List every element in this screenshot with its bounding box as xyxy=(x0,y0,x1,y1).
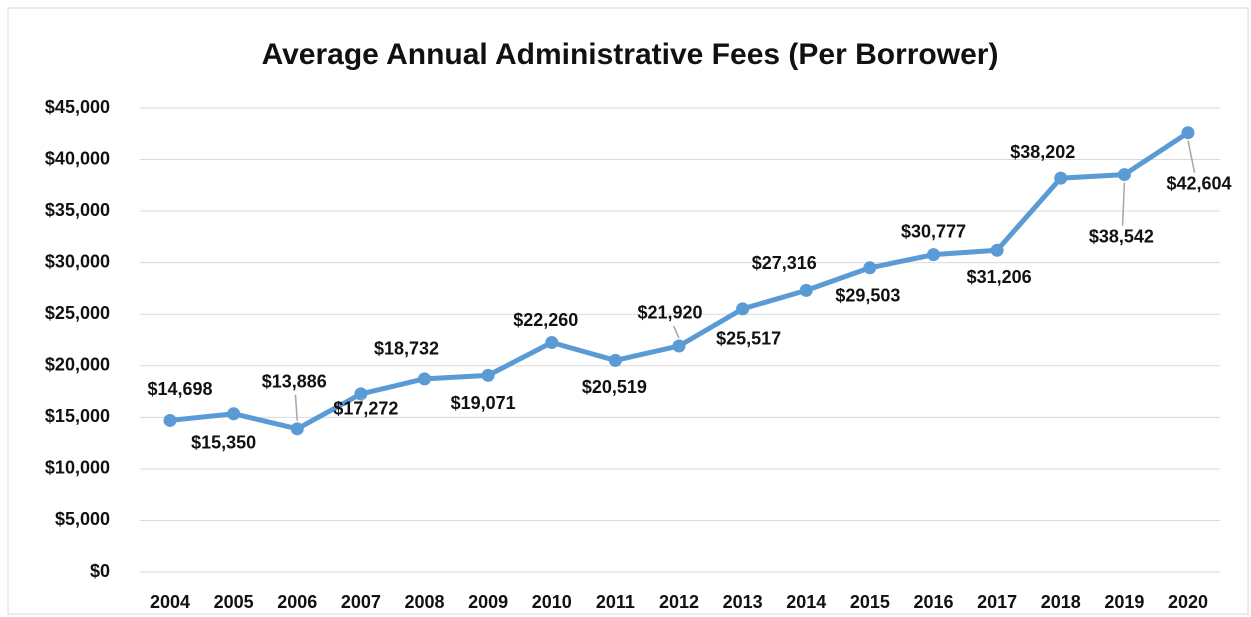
x-tick-label: 2005 xyxy=(214,592,254,612)
point xyxy=(290,422,304,436)
x-tick-label: 2011 xyxy=(596,592,635,612)
y-tick-label: $0 xyxy=(90,561,110,581)
leader-line xyxy=(360,397,365,403)
y-tick-label: $40,000 xyxy=(45,148,110,168)
x-tick-label: 2016 xyxy=(913,592,953,612)
chart-border xyxy=(7,7,1249,615)
data-label: $17,272 xyxy=(333,399,398,419)
x-tick-label: 2010 xyxy=(532,592,572,612)
data-label: $18,732 xyxy=(374,339,439,359)
leader-line xyxy=(294,394,298,421)
data-label: $13,886 xyxy=(262,372,327,392)
leader-line xyxy=(1121,182,1126,226)
x-tick-label: 2018 xyxy=(1041,592,1081,612)
x-tick-label: 2009 xyxy=(468,592,508,612)
point xyxy=(990,243,1004,257)
data-label: $14,698 xyxy=(147,379,212,399)
data-label: $19,071 xyxy=(451,393,516,413)
point xyxy=(799,283,813,297)
y-tick-label: $15,000 xyxy=(45,406,110,426)
x-tick-label: 2020 xyxy=(1168,592,1208,612)
data-label: $38,202 xyxy=(1010,142,1075,162)
chart-title: Average Annual Administrative Fees (Per … xyxy=(262,38,999,71)
point xyxy=(163,413,177,427)
point xyxy=(608,353,622,367)
x-tick-label: 2015 xyxy=(850,592,890,612)
point xyxy=(736,302,750,316)
y-tick-label: $20,000 xyxy=(45,355,110,375)
point xyxy=(1181,126,1195,140)
point xyxy=(481,368,495,382)
point xyxy=(927,248,940,262)
x-tick-label: 2006 xyxy=(277,592,317,612)
point xyxy=(1117,168,1131,182)
data-label: $22,260 xyxy=(513,310,578,330)
data-label: $31,206 xyxy=(967,267,1032,287)
point xyxy=(227,407,241,421)
point xyxy=(418,372,431,386)
data-label: $15,350 xyxy=(191,432,256,452)
y-tick-label: $30,000 xyxy=(45,251,110,271)
y-tick-label: $35,000 xyxy=(45,200,110,220)
data-label: $29,503 xyxy=(835,286,900,306)
x-tick-label: 2017 xyxy=(977,592,1017,612)
leader-line xyxy=(672,325,680,339)
point xyxy=(545,335,559,349)
y-tick-label: $10,000 xyxy=(45,458,110,478)
point xyxy=(1054,171,1068,185)
y-tick-label: $5,000 xyxy=(55,509,110,529)
data-label: $27,316 xyxy=(752,253,817,273)
data-label: $20,519 xyxy=(582,377,647,397)
x-tick-label: 2004 xyxy=(150,592,190,612)
leader-line xyxy=(1187,140,1196,173)
point xyxy=(863,261,877,275)
x-tick-label: 2007 xyxy=(341,592,381,612)
data-label: $30,777 xyxy=(901,221,966,241)
x-tick-label: 2012 xyxy=(659,592,699,612)
y-tick-label: $45,000 xyxy=(45,97,110,117)
y-tick-label: $25,000 xyxy=(45,303,110,323)
data-label: $25,517 xyxy=(716,329,781,349)
data-label: $38,542 xyxy=(1089,226,1154,246)
x-tick-label: 2019 xyxy=(1104,592,1144,612)
x-tick-label: 2008 xyxy=(404,592,444,612)
x-tick-label: 2013 xyxy=(723,592,763,612)
data-label: $42,604 xyxy=(1166,173,1231,193)
point xyxy=(354,387,368,401)
data-label: $21,920 xyxy=(637,303,702,323)
point xyxy=(672,339,686,353)
x-tick-label: 2014 xyxy=(786,592,826,612)
